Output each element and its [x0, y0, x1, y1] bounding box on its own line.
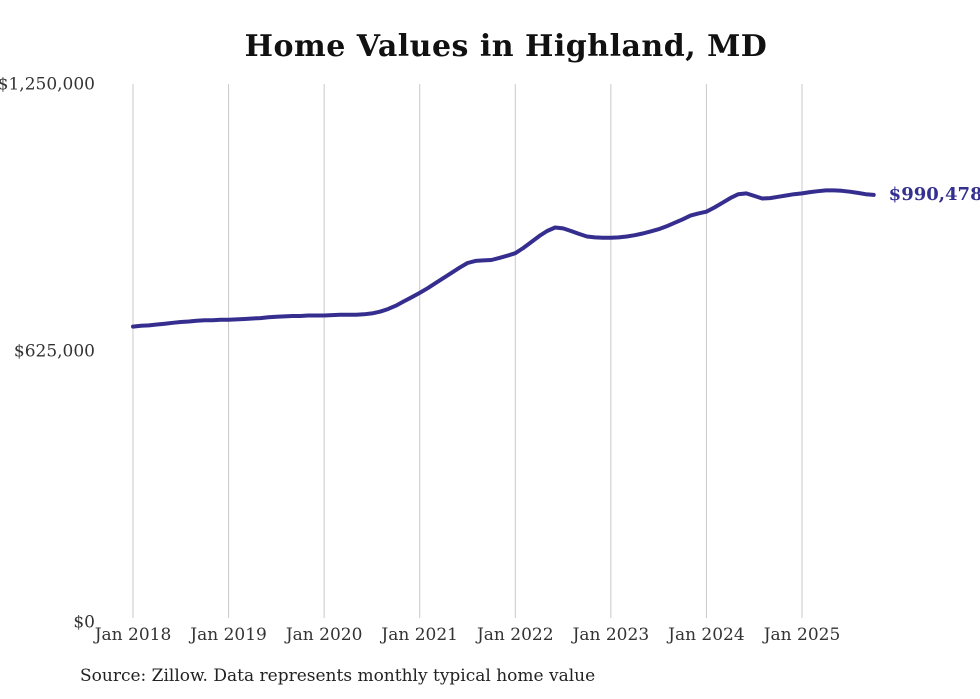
- x-axis-tick-label: Jan 2019: [188, 625, 267, 645]
- y-axis-tick-label: $1,250,000: [0, 75, 95, 95]
- x-axis-tick-label: Jan 2023: [571, 625, 650, 645]
- x-axis-tick-label: Jan 2020: [284, 625, 363, 645]
- x-axis-tick-label: Jan 2022: [475, 625, 554, 645]
- y-axis-tick-label: $0: [73, 613, 95, 633]
- chart-title: Home Values in Highland, MD: [244, 29, 768, 64]
- x-axis-tick-label: Jan 2018: [93, 625, 172, 645]
- series-line: [131, 188, 876, 329]
- source-note: Source: Zillow. Data represents monthly …: [80, 666, 596, 686]
- y-axis-tick-label: $625,000: [14, 342, 95, 362]
- x-axis-tick-label: Jan 2024: [666, 625, 745, 645]
- x-axis-tick-label: Jan 2025: [762, 625, 841, 645]
- x-axis-tick-label: Jan 2021: [379, 625, 458, 645]
- end-value-label: $990,478: [889, 184, 980, 205]
